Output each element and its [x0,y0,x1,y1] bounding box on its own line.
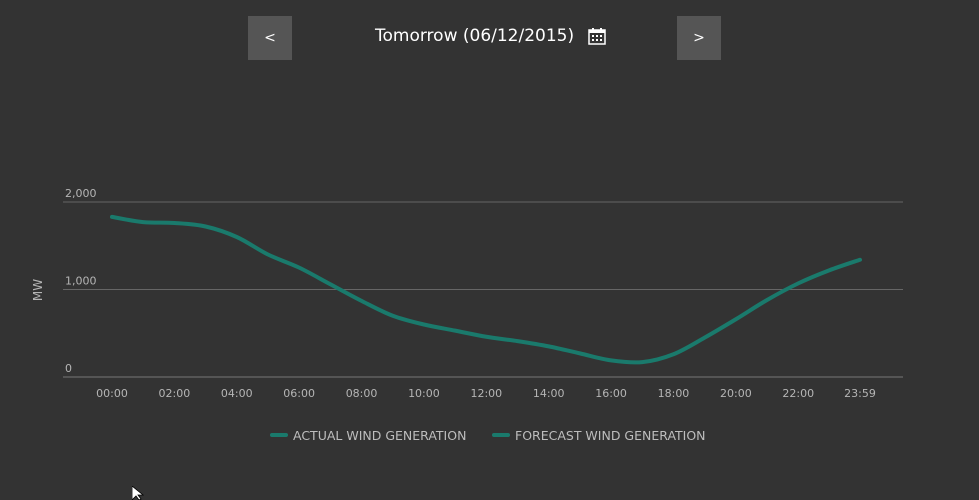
x-tick-label: 08:00 [346,387,378,400]
x-tick-label: 23:59 [844,387,876,400]
y-axis-label: MW [31,279,45,301]
previous-day-button[interactable]: < [248,16,292,60]
x-tick-label: 18:00 [658,387,690,400]
next-day-button[interactable]: > [677,16,721,60]
legend-label: FORECAST WIND GENERATION [515,428,706,443]
x-tick-label: 04:00 [221,387,253,400]
date-selector: Tomorrow (06/12/2015) [375,26,606,46]
x-tick-label: 20:00 [720,387,752,400]
x-tick-label: 06:00 [283,387,315,400]
x-tick-label: 12:00 [470,387,502,400]
y-tick-label: 0 [65,362,72,375]
x-tick-label: 10:00 [408,387,440,400]
x-tick-label: 14:00 [533,387,565,400]
legend-swatch [492,433,510,437]
x-tick-label: 22:00 [782,387,814,400]
y-tick-label: 1,000 [65,275,97,288]
legend-swatch [270,433,288,437]
calendar-icon[interactable] [588,27,606,45]
legend-label: ACTUAL WIND GENERATION [293,428,466,443]
x-tick-label: 00:00 [96,387,128,400]
series-line [110,214,862,365]
x-tick-label: 02:00 [159,387,191,400]
y-tick-label: 2,000 [65,187,97,200]
date-label: Tomorrow (06/12/2015) [375,26,575,46]
x-tick-label: 16:00 [595,387,627,400]
